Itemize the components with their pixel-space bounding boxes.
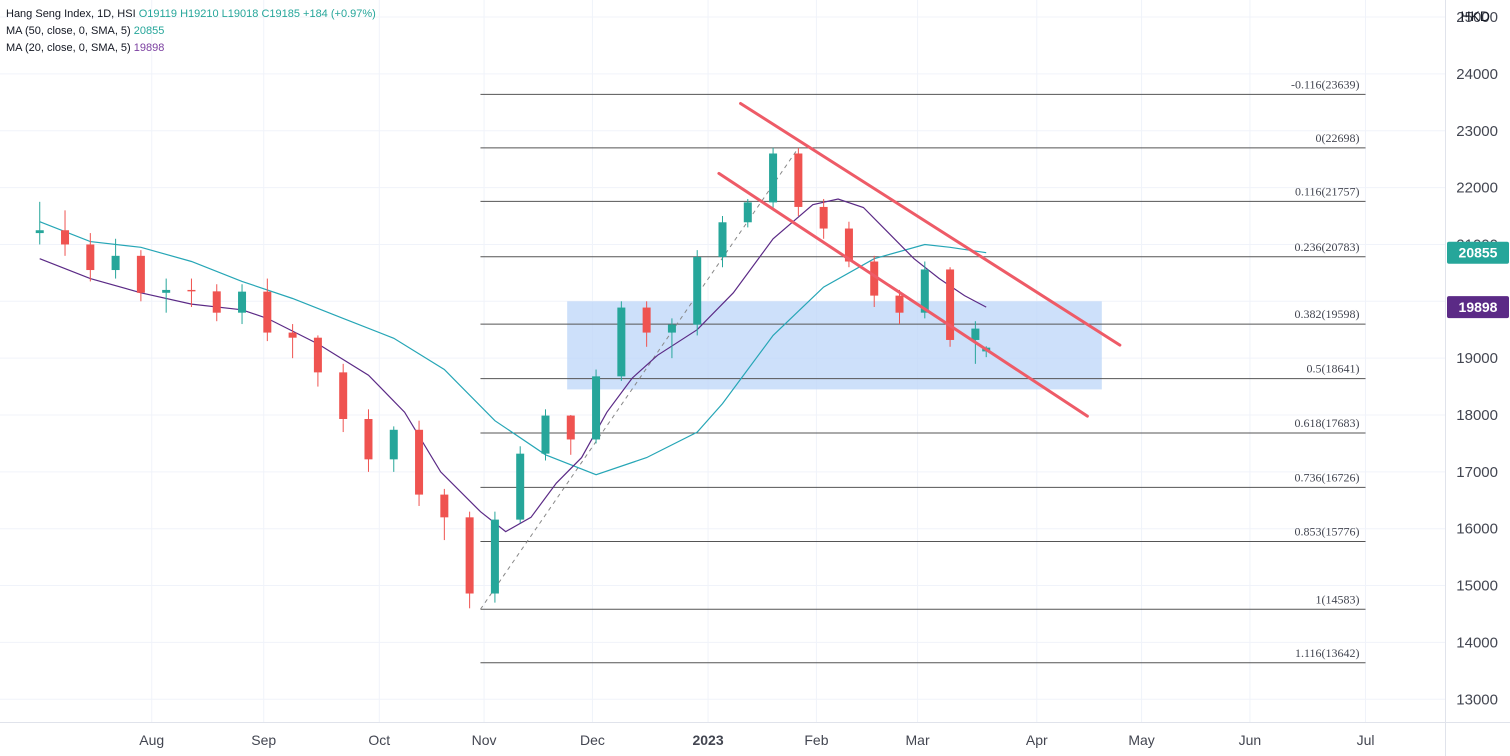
fib-level-label: 0.853(15776) [1295,524,1360,538]
candle-body [693,256,702,325]
x-tick-label: Dec [580,732,605,748]
y-tick-label: 14000 [1456,634,1498,651]
fib-level-label: 0.236(20783) [1295,240,1360,254]
price-badge-label: 20855 [1459,245,1498,261]
candle-body [769,153,778,203]
candle-body [971,328,980,340]
candle-body [844,228,853,262]
candle-body [415,429,424,495]
candle-body [667,324,676,333]
fib-level-label: 1(14583) [1316,592,1360,606]
legend-ma50-value: 20855 [133,25,165,37]
fibonacci-levels: -0.116(23639) 0(22698) 0.116(21757) 0.236(2… [480,77,1366,664]
candle-body [566,415,575,440]
x-tick-label: Jul [1357,732,1375,748]
currency-label: HKD [1460,8,1490,24]
candle-body [212,291,221,313]
fib-level-label: -0.116(23639) [1291,77,1360,91]
y-tick-label: 17000 [1456,464,1498,481]
x-tick-label: Sep [251,732,276,748]
candle-body [870,261,879,296]
trend-line [739,101,1122,347]
candle-body [642,307,651,333]
x-tick-label: 2023 [692,732,723,748]
candle-body [946,269,955,340]
legend-ma50-label: MA (50, close, 0, SMA, 5) [6,25,131,37]
candle-body [86,244,95,271]
x-tick-label: Aug [139,732,164,748]
price-badges: 20855 19898 [1447,241,1509,319]
fib-level-label: 0.736(16726) [1295,470,1360,484]
price-badge [1447,241,1509,264]
x-tick-label: Jun [1239,732,1262,748]
fib-level-label: 0.618(17683) [1295,416,1360,430]
ma20-line [39,198,987,533]
x-axis[interactable]: Aug Sep Oct Nov Dec 2023 Feb Mar Apr May Jun Jul [0,722,1510,749]
price-badge [1447,296,1509,319]
legend-ma20-label: MA (20, close, 0, SMA, 5) [6,42,131,54]
x-tick-label: Oct [368,732,390,748]
trend-channel [717,101,1122,418]
candle-body [111,255,120,271]
legend-title: Hang Seng Index, 1D, HSI [6,8,136,20]
candle-body [490,519,499,594]
candle-body [819,206,828,229]
y-tick-label: 24000 [1456,66,1498,83]
fib-level-label: 1.116(13642) [1295,646,1360,660]
y-axis[interactable]: 1300014000150001600017000180001900020000… [1445,0,1499,756]
fibonacci-anchor-line [480,147,799,610]
y-tick-label: 13000 [1456,691,1498,708]
candle-body [389,429,398,460]
legend-ma20-value: 19898 [133,42,165,54]
candle-body [895,295,904,313]
y-tick-label: 16000 [1456,521,1498,538]
x-tick-label: May [1128,732,1154,748]
candle-body [794,153,803,207]
candle-body [743,202,752,223]
fib-level-label: 0.116(21757) [1295,184,1360,198]
candle-body [263,291,272,333]
legend-title-row: Hang Seng Index, 1D, HSI O19119 H19210 L… [6,6,376,23]
legend-ma20-row: MA (20, close, 0, SMA, 5) 19898 [6,40,376,57]
legend-ohlc: O19119 H19210 L19018 C19185 +184 (+0.97%… [138,8,376,20]
x-tick-label: Nov [472,732,497,748]
fib-level-label: 0.382(19598) [1295,307,1360,321]
candle-body [339,372,348,419]
candle-body [541,415,550,454]
candle-body [516,453,525,520]
candle-body [136,255,145,293]
candle-body [617,307,626,377]
y-tick-label: 18000 [1456,407,1498,424]
candle-body [920,269,929,313]
candle-body [61,230,70,245]
candle-body [592,376,601,440]
y-tick-label: 25000 [1456,9,1498,26]
legend-ma50-row: MA (50, close, 0, SMA, 5) 20855 [6,23,376,40]
candle-body [718,222,727,257]
candlesticks [35,147,991,609]
y-tick-label: 22000 [1456,180,1498,197]
fib-level-label: 0.5(18641) [1307,362,1360,376]
candle-body [162,289,171,293]
y-tick-label: 19000 [1456,350,1498,367]
candle-body [288,332,297,338]
candle-body [313,337,322,373]
candle-body [35,230,44,234]
price-badge-label: 19898 [1459,299,1498,315]
x-tick-label: Mar [906,732,930,748]
trend-line [717,171,1089,418]
support-zone [567,301,1102,390]
candle-body [187,289,196,292]
candle-body [364,418,373,460]
y-tick-label: 23000 [1456,123,1498,140]
candle-body [465,517,474,594]
x-tick-label: Apr [1026,732,1048,748]
candle-body [238,291,247,313]
x-tick-label: Feb [804,732,828,748]
y-tick-label: 15000 [1456,578,1498,595]
chart-legend: Hang Seng Index, 1D, HSI O19119 H19210 L… [6,6,376,57]
fib-level-label: 0(22698) [1316,131,1360,145]
candle-body [440,494,449,518]
